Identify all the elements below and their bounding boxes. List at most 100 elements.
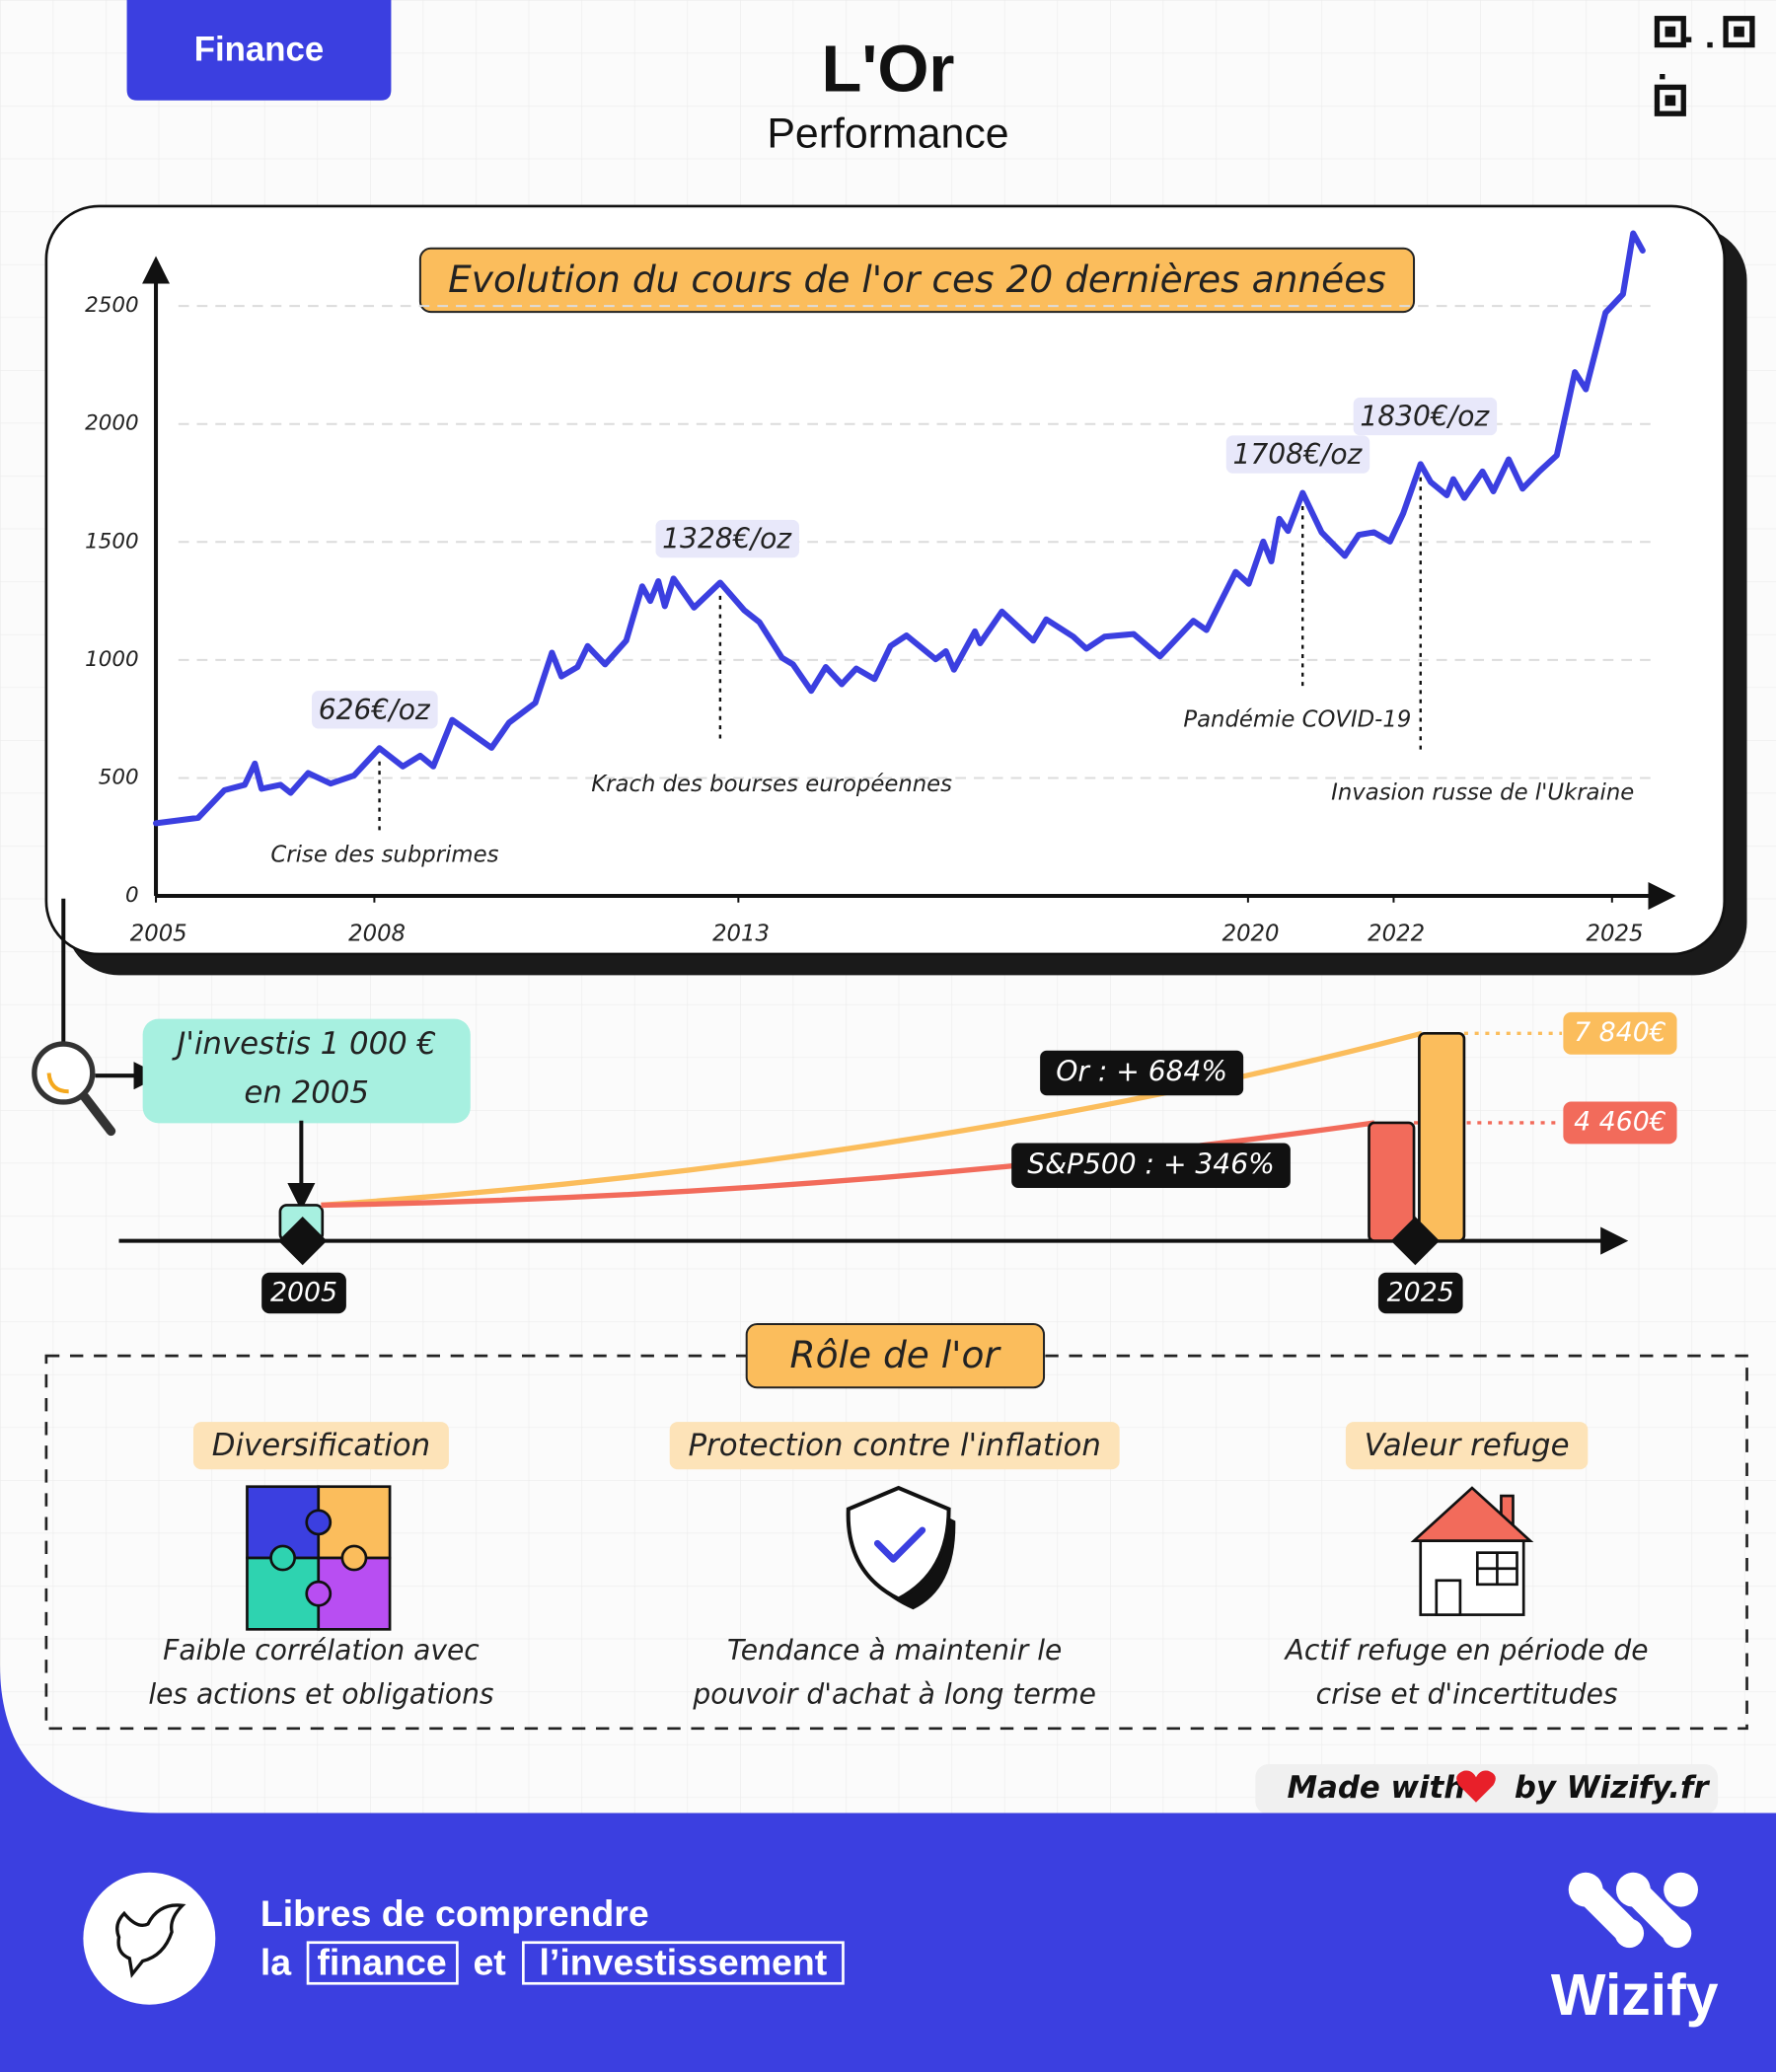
annotation-event: Pandémie COVID-19 [1183, 706, 1411, 732]
asset-name: Or : + 684% [1056, 1056, 1227, 1088]
annotation-box [312, 691, 438, 729]
footer-word: finance [317, 1941, 446, 1982]
value-box [1563, 1011, 1677, 1055]
marker [278, 1216, 328, 1266]
card-text: pouvoir d'achat à long terme [692, 1677, 1096, 1710]
role-frame [44, 1354, 1748, 1731]
role-cards: Diversification Faible corrélation avec le… [148, 1422, 1649, 1710]
annotation-box [1225, 435, 1370, 474]
intro-line: en 2005 [244, 1074, 369, 1110]
qr-cell [1707, 41, 1713, 48]
chart-title-box [418, 247, 1416, 314]
brand: Wizify [1551, 1963, 1719, 2028]
qr-finder [1665, 95, 1676, 107]
footer-logo [83, 1872, 216, 2005]
y-tick-label: 2000 [85, 411, 138, 436]
asset-name: S&P500 : + 346% [1027, 1147, 1275, 1180]
growth-curve [321, 1120, 1375, 1209]
y-tick-label: 500 [99, 765, 139, 789]
qr-finder [1723, 16, 1755, 48]
x-tick-label: 2020 [1222, 921, 1280, 946]
year-box [261, 1272, 346, 1314]
qr-code [1654, 16, 1755, 116]
chart: 0 500 1000 1500 2000 2500 2005 2008 2013 2020 2022… [85, 230, 1676, 946]
card-title-box [192, 1422, 449, 1470]
qr-finder [1665, 26, 1676, 37]
year-box [1377, 1272, 1463, 1314]
annotation-event: Krach des bourses européennes [591, 772, 952, 797]
house-icon [1410, 1486, 1534, 1616]
x-tick-label: 2022 [1368, 921, 1425, 946]
annotation-label: 1830€/oz [1360, 401, 1490, 433]
heart-icon [1456, 1770, 1496, 1803]
annotation-box [1353, 397, 1498, 436]
qr-cell [1660, 74, 1665, 80]
price-line [153, 230, 1646, 827]
intro-box [142, 1018, 471, 1124]
year-label: 2025 [1387, 1278, 1454, 1308]
card-text: Actif refuge en période de [1284, 1634, 1649, 1666]
footer-word: la [260, 1941, 292, 1982]
shield-icon [846, 1485, 956, 1610]
year-label: 2005 [270, 1278, 337, 1308]
annotation-label: 626€/oz [319, 694, 431, 726]
highlight-box [522, 1941, 845, 1985]
credit-by: by Wizify.fr [1515, 1770, 1711, 1806]
annotation-label: 1708€/oz [1232, 438, 1363, 471]
asset-box [1011, 1143, 1291, 1189]
card-title: Valeur refuge [1365, 1428, 1570, 1463]
y-tick-label: 1500 [85, 529, 138, 554]
bar [1418, 1031, 1466, 1242]
asset-box [1040, 1050, 1244, 1096]
credit-made: Made with [1287, 1770, 1465, 1806]
card-text: Tendance à maintenir le [727, 1634, 1062, 1666]
highlight-box [306, 1941, 459, 1985]
qr-finder [1654, 84, 1686, 116]
value-label: 4 460€ [1574, 1106, 1666, 1137]
magnifier-handle [80, 1091, 116, 1137]
annotation-box [655, 519, 799, 558]
annotation-label: 1328€/oz [662, 523, 792, 555]
card-title-box [669, 1422, 1120, 1470]
qr-finder [1734, 26, 1744, 37]
investment-chart: 7 840€ Or : + 684% 4 460€ S&P500 : + 346% [321, 1011, 1677, 1242]
brand-logo [1568, 1872, 1698, 1949]
title: L'Or [822, 33, 955, 107]
y-tick-label: 0 [125, 883, 139, 908]
role-title: Rôle de l'or [790, 1333, 1002, 1376]
chart-card [44, 204, 1727, 956]
bird-icon [115, 1903, 186, 1978]
card-text: crise et d'incertitudes [1316, 1677, 1618, 1710]
card-title-box [1345, 1422, 1589, 1470]
y-tick-label: 1000 [85, 647, 138, 672]
chart-title: Evolution du cours de l'or ces 20 derniè… [448, 258, 1386, 301]
x-tick-label: 2025 [1587, 921, 1644, 946]
footer-word: et [473, 1941, 506, 1982]
footer-word: l’investissement [540, 1941, 828, 1982]
subtitle: Performance [767, 110, 1008, 157]
puzzle-icon [246, 1485, 392, 1631]
x-tick-label: 2005 [130, 921, 187, 946]
marker [1390, 1216, 1440, 1266]
tag: Finance [194, 30, 325, 68]
magnifier [32, 1041, 96, 1105]
annotation-event: Invasion russe de l'Ukraine [1331, 779, 1634, 805]
qr-cell [1685, 37, 1692, 42]
intro-line: J'investis 1 000 € [171, 1026, 436, 1062]
footer-line: Libres de comprendre [260, 1892, 649, 1934]
footer-band [0, 1665, 1776, 2072]
bar [1368, 1121, 1416, 1242]
card-text: les actions et obligations [148, 1677, 494, 1710]
x-tick-label: 2013 [712, 921, 770, 946]
value-label: 7 840€ [1574, 1017, 1666, 1048]
card-text: Faible corrélation avec [163, 1634, 480, 1666]
tag-box [126, 0, 392, 101]
growth-curve [321, 1030, 1423, 1209]
x-tick-label: 2008 [348, 921, 406, 946]
card-title: Diversification [212, 1428, 430, 1463]
y-tick-label: 2500 [85, 293, 138, 318]
value-box [1563, 1101, 1677, 1145]
role-title-box [745, 1322, 1046, 1389]
